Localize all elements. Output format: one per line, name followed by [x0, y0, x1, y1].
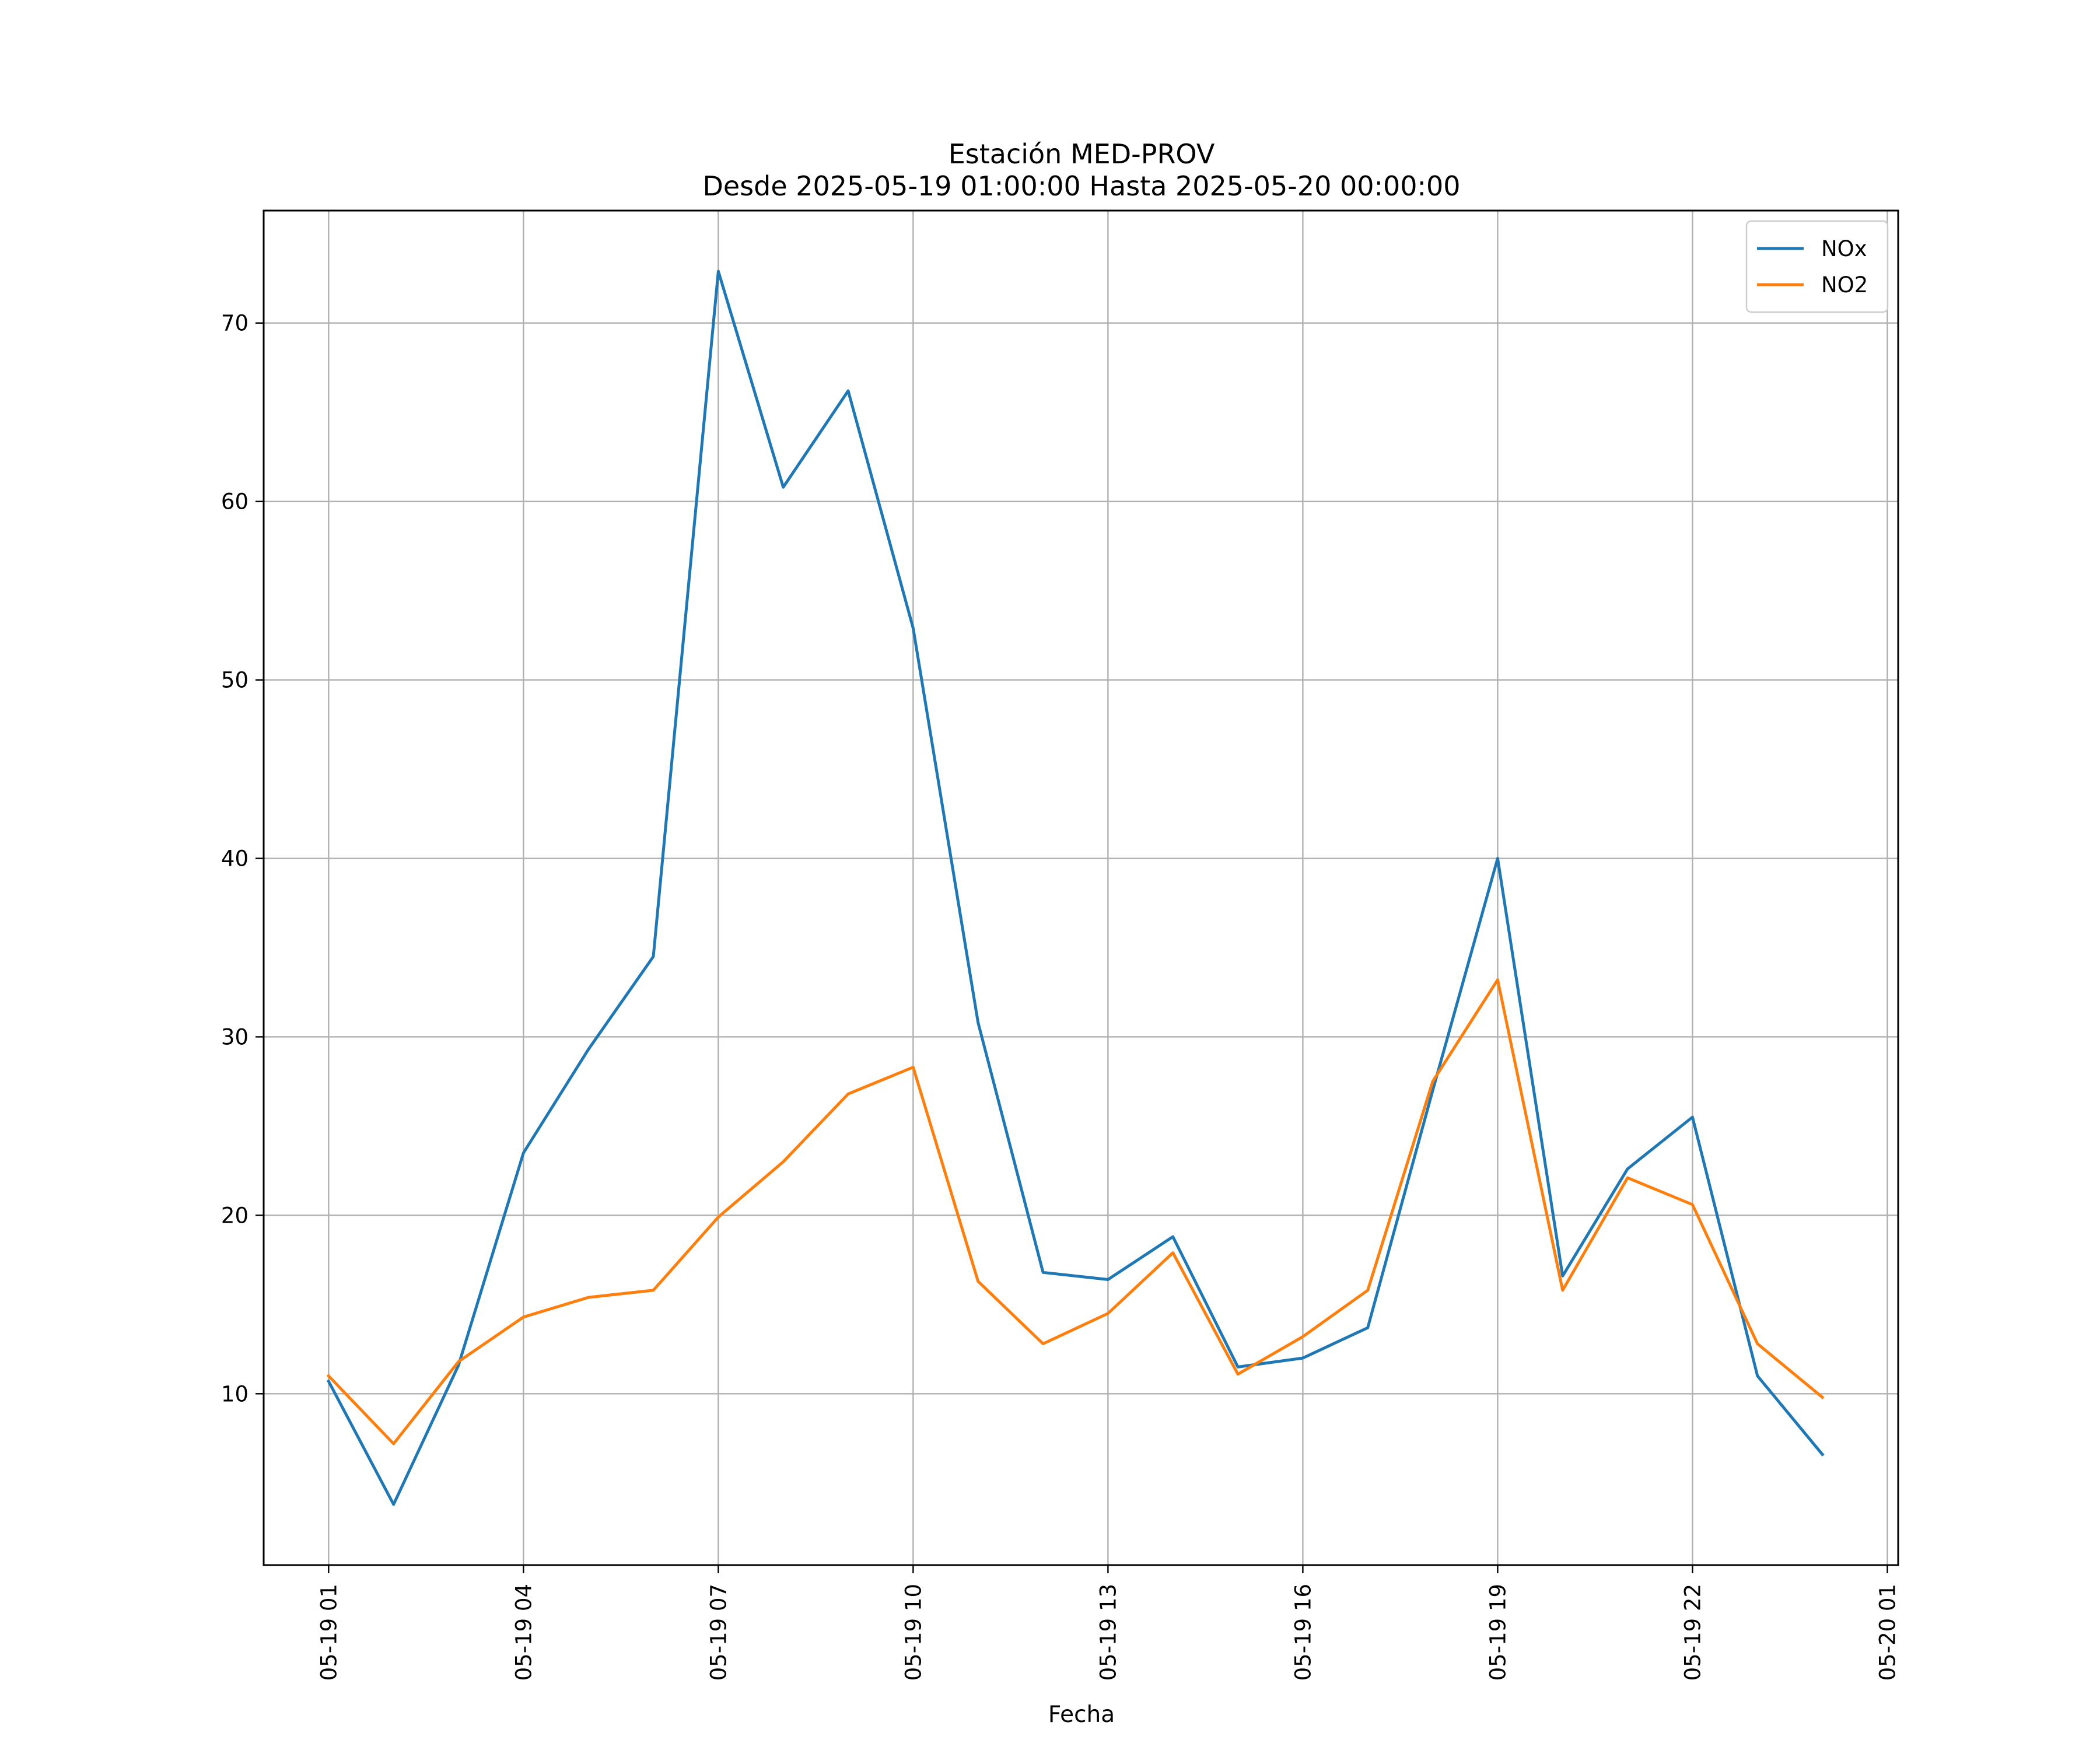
legend-label: NOx	[1821, 236, 1867, 261]
chart-title: Estación MED-PROV	[949, 138, 1215, 170]
legend: NOx NO2	[1745, 220, 1889, 313]
x-tick-label: 05-19 16	[1290, 1584, 1315, 1681]
x-tick-label: 05-19 10	[901, 1584, 926, 1681]
y-tick-label: 10	[221, 1381, 249, 1406]
series-lines	[326, 270, 1825, 1506]
legend-label: NO2	[1821, 272, 1868, 298]
y-tick-label: 50	[221, 668, 249, 693]
series-line-no2	[326, 978, 1825, 1446]
x-tick-label: 05-19 04	[511, 1584, 536, 1681]
x-tick-label: 05-19 22	[1680, 1584, 1705, 1681]
x-tick-label: 05-19 13	[1096, 1584, 1121, 1681]
x-axis-label: Fecha	[1048, 1702, 1115, 1728]
y-axis-ticks: 10 20 30 40 50 60 70	[221, 311, 264, 1406]
y-tick-label: 40	[221, 846, 249, 872]
grid	[264, 211, 1898, 1565]
x-tick-label: 05-19 19	[1485, 1584, 1510, 1681]
series-line-nox	[326, 270, 1825, 1506]
x-tick-label: 05-19 07	[706, 1584, 731, 1681]
legend-box	[1745, 220, 1889, 313]
y-tick-label: 60	[221, 489, 249, 514]
y-tick-label: 70	[221, 311, 249, 336]
x-tick-label: 05-20 01	[1875, 1584, 1900, 1681]
chart-subtitle: Desde 2025-05-19 01:00:00 Hasta 2025-05-…	[702, 170, 1460, 202]
x-axis-ticks: 05-19 01 05-19 04 05-19 07 05-19 10 05-19 13…	[316, 1565, 1900, 1681]
x-tick-label: 05-19 01	[316, 1584, 341, 1681]
y-tick-label: 30	[221, 1024, 249, 1049]
y-tick-label: 20	[221, 1203, 249, 1228]
plot-frame	[262, 209, 1899, 1566]
